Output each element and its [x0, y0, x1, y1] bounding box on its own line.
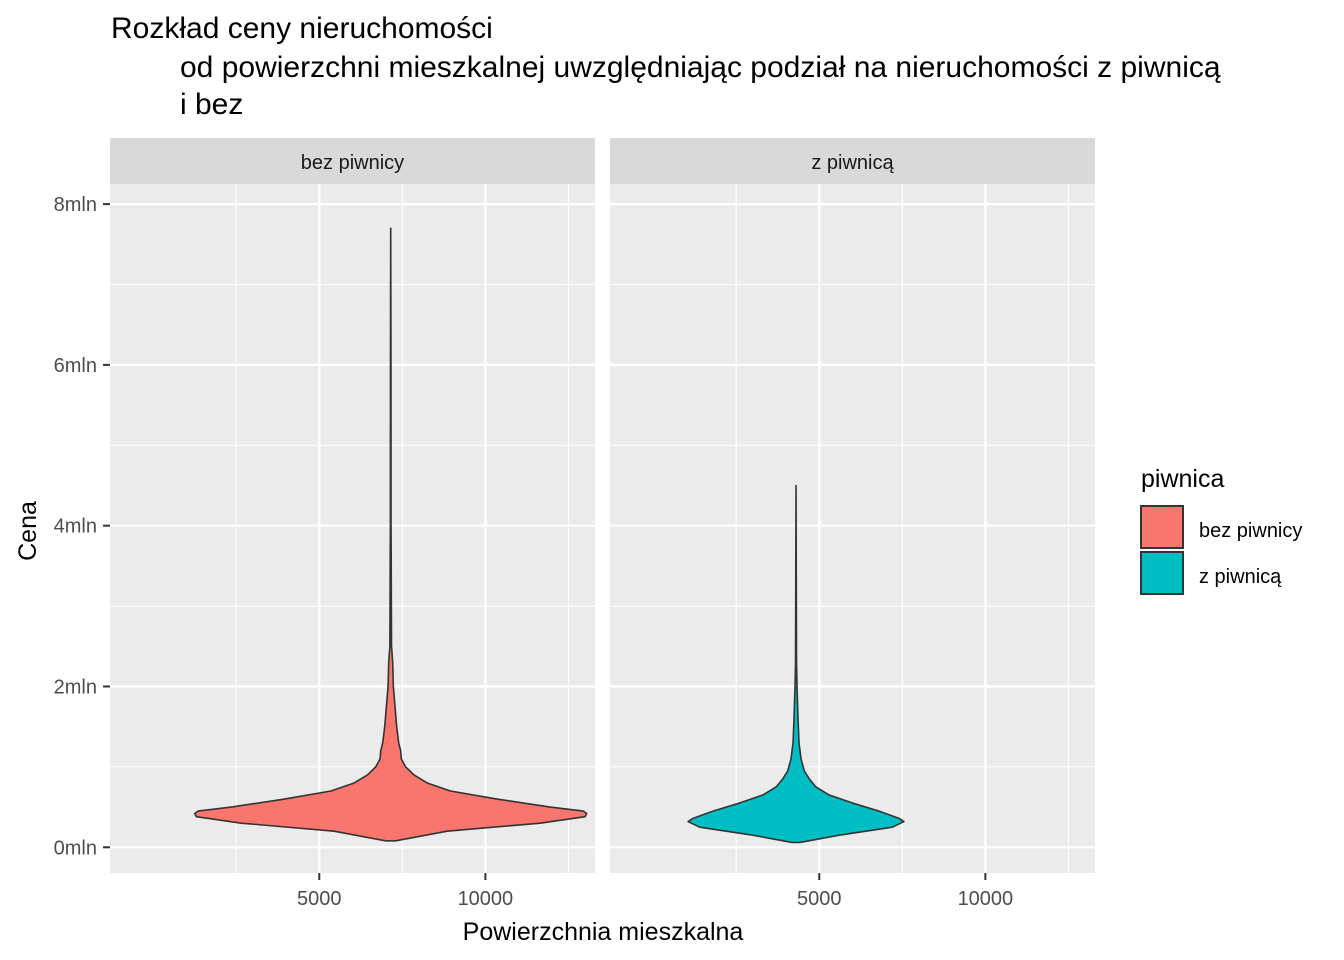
- facet-panels: bez piwnicy z piwnicą: [110, 138, 1095, 873]
- x-axis-title: Powierzchnia mieszkalna: [463, 918, 744, 946]
- facet-panel-z-piwnica: z piwnicą: [610, 138, 1095, 873]
- y-tick-label: 2mln: [54, 676, 97, 698]
- y-tick-label: 8mln: [54, 194, 97, 216]
- x-tick-label: 10000: [458, 888, 514, 910]
- legend: piwnica bez piwnicy z piwnicą: [1140, 465, 1302, 595]
- chart-title-line-2: od powierzchni mieszkalnej uwzględniając…: [180, 51, 1221, 84]
- violin-z-piwnica: [687, 484, 905, 844]
- x-tick-label: 5000: [297, 888, 342, 910]
- violin-bez-piwnicy: [193, 227, 588, 842]
- legend-key-z-piwnica: [1140, 551, 1184, 595]
- facet-strip-label: bez piwnicy: [301, 152, 404, 174]
- facet-strip-z-piwnica: [610, 138, 1095, 184]
- chart-title-line-1: Rozkład ceny nieruchomości: [111, 12, 493, 45]
- facet-strip-label: z piwnicą: [811, 152, 894, 174]
- x-tick-label: 5000: [797, 888, 842, 910]
- legend-label-bez-piwnicy: bez piwnicy: [1199, 520, 1302, 542]
- x-tick-label: 10000: [958, 888, 1014, 910]
- chart-title-line-3: i bez: [180, 88, 244, 121]
- legend-key-bez-piwnicy: [1140, 505, 1184, 549]
- legend-title: piwnica: [1141, 465, 1224, 493]
- panel-background: [110, 184, 595, 873]
- y-tick-label: 0mln: [54, 837, 97, 859]
- y-tick-label: 4mln: [54, 516, 97, 538]
- panel-background: [610, 184, 1095, 873]
- y-axis-title: Cena: [14, 501, 42, 561]
- y-tick-label: 6mln: [54, 355, 97, 377]
- x-axis: 5000 10000 5000 10000: [297, 873, 1013, 910]
- legend-label-z-piwnica: z piwnicą: [1199, 566, 1282, 588]
- y-axis: 0mln 2mln 4mln 6mln 8mln: [54, 194, 110, 859]
- facet-panel-bez-piwnicy: bez piwnicy: [110, 138, 595, 873]
- facet-strip-bez-piwnicy: [110, 138, 595, 184]
